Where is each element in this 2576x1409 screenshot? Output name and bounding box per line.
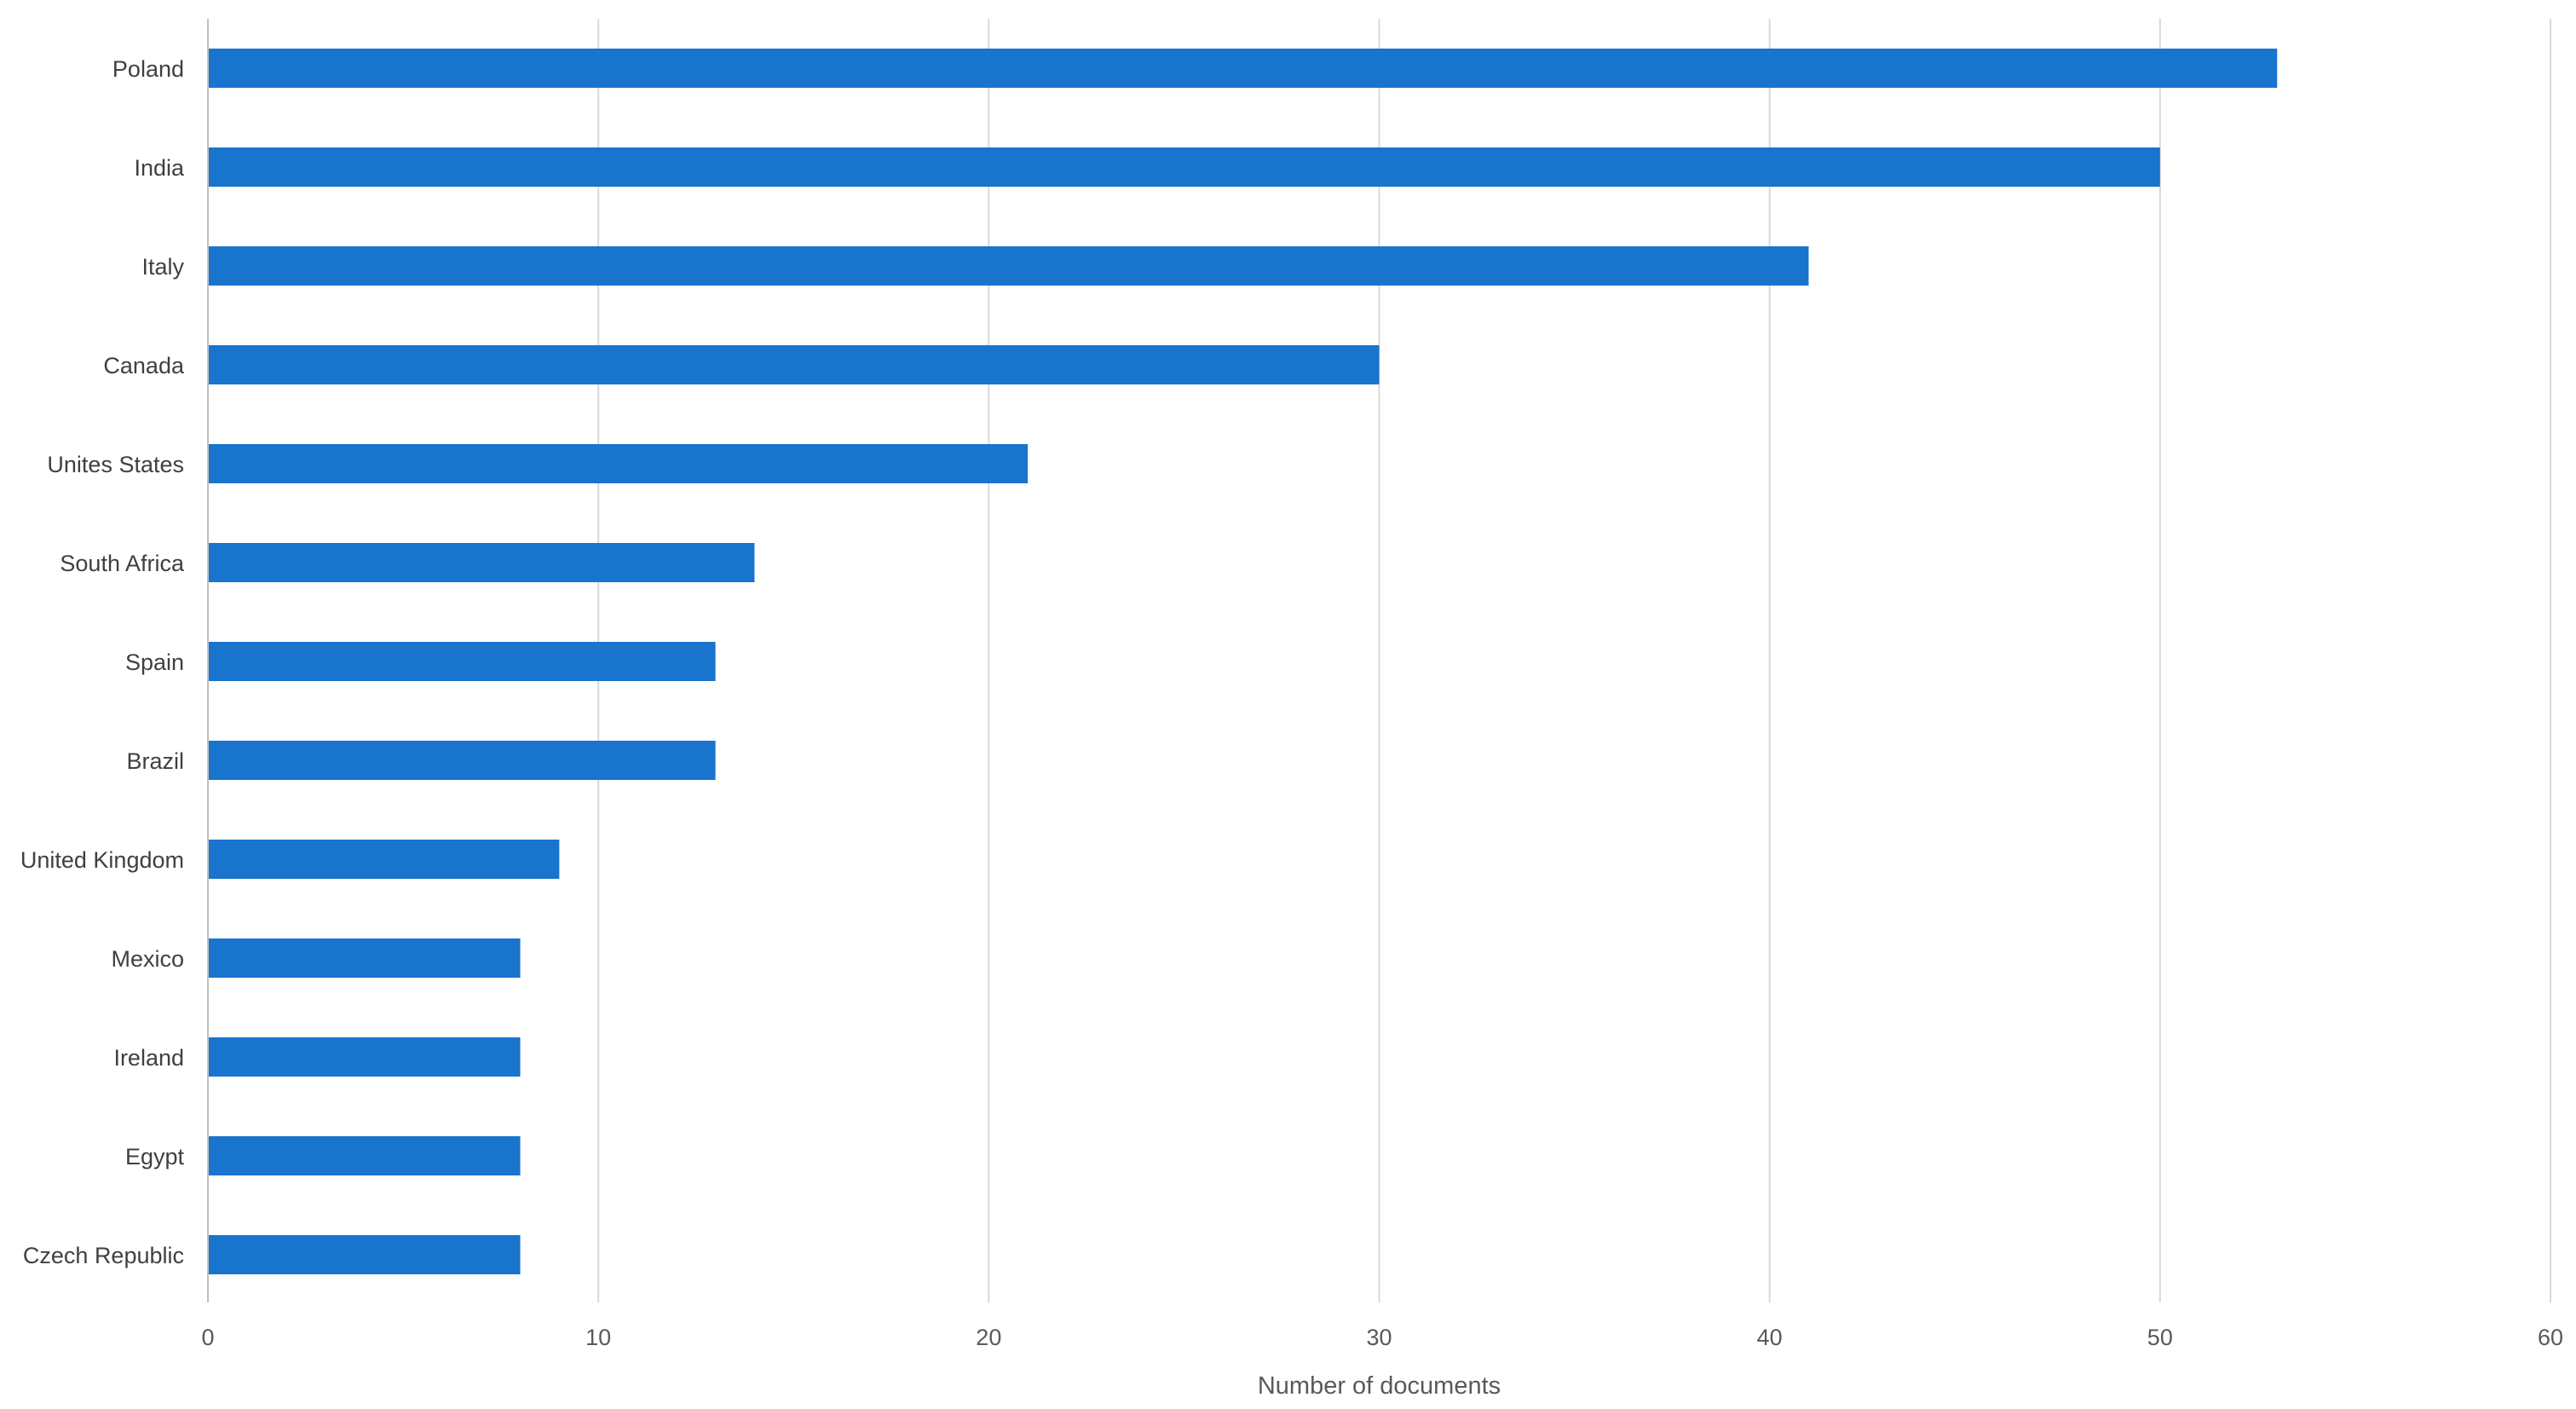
bar-south-africa: [208, 543, 755, 582]
bar-united-kingdom: [208, 840, 560, 879]
category-label: Spain: [125, 650, 184, 675]
bar-ireland: [208, 1037, 521, 1077]
bars: [208, 49, 2278, 1274]
x-tick-label: 20: [976, 1325, 1001, 1350]
category-label: Brazil: [126, 748, 184, 774]
category-label: Czech Republic: [23, 1243, 184, 1268]
category-label: Mexico: [111, 946, 184, 972]
category-label: India: [134, 155, 185, 181]
category-label: Egypt: [125, 1144, 185, 1169]
x-tick-label: 60: [2538, 1325, 2563, 1350]
category-label: Ireland: [113, 1045, 184, 1071]
bar-spain: [208, 642, 716, 681]
bar-unites-states: [208, 444, 1029, 483]
bar-italy: [208, 246, 1809, 286]
gridlines: [597, 19, 2551, 1302]
x-tick-label: 30: [1366, 1325, 1392, 1350]
bar-canada: [208, 345, 1380, 384]
bar-egypt: [208, 1136, 521, 1175]
x-tick-label: 40: [1757, 1325, 1783, 1350]
x-tick-label: 0: [201, 1325, 214, 1350]
bar-india: [208, 147, 2160, 187]
category-label: Canada: [103, 353, 185, 378]
category-label: South Africa: [60, 551, 185, 576]
category-label: United Kingdom: [20, 847, 184, 873]
bar-mexico: [208, 938, 521, 978]
labels: 0 10 20 30 40 50 60 Poland India Italy Canada Unite…: [20, 56, 2563, 1350]
x-tick-label: 10: [585, 1325, 611, 1350]
category-label: Unites States: [47, 452, 184, 477]
category-label: Poland: [112, 56, 184, 82]
x-tick-label: 50: [2147, 1325, 2173, 1350]
bar-brazil: [208, 741, 716, 780]
x-axis-title: Number of documents: [1258, 1372, 1501, 1400]
bar-poland: [208, 49, 2278, 88]
category-label: Italy: [141, 254, 184, 280]
bar-czech-republic: [208, 1235, 521, 1274]
